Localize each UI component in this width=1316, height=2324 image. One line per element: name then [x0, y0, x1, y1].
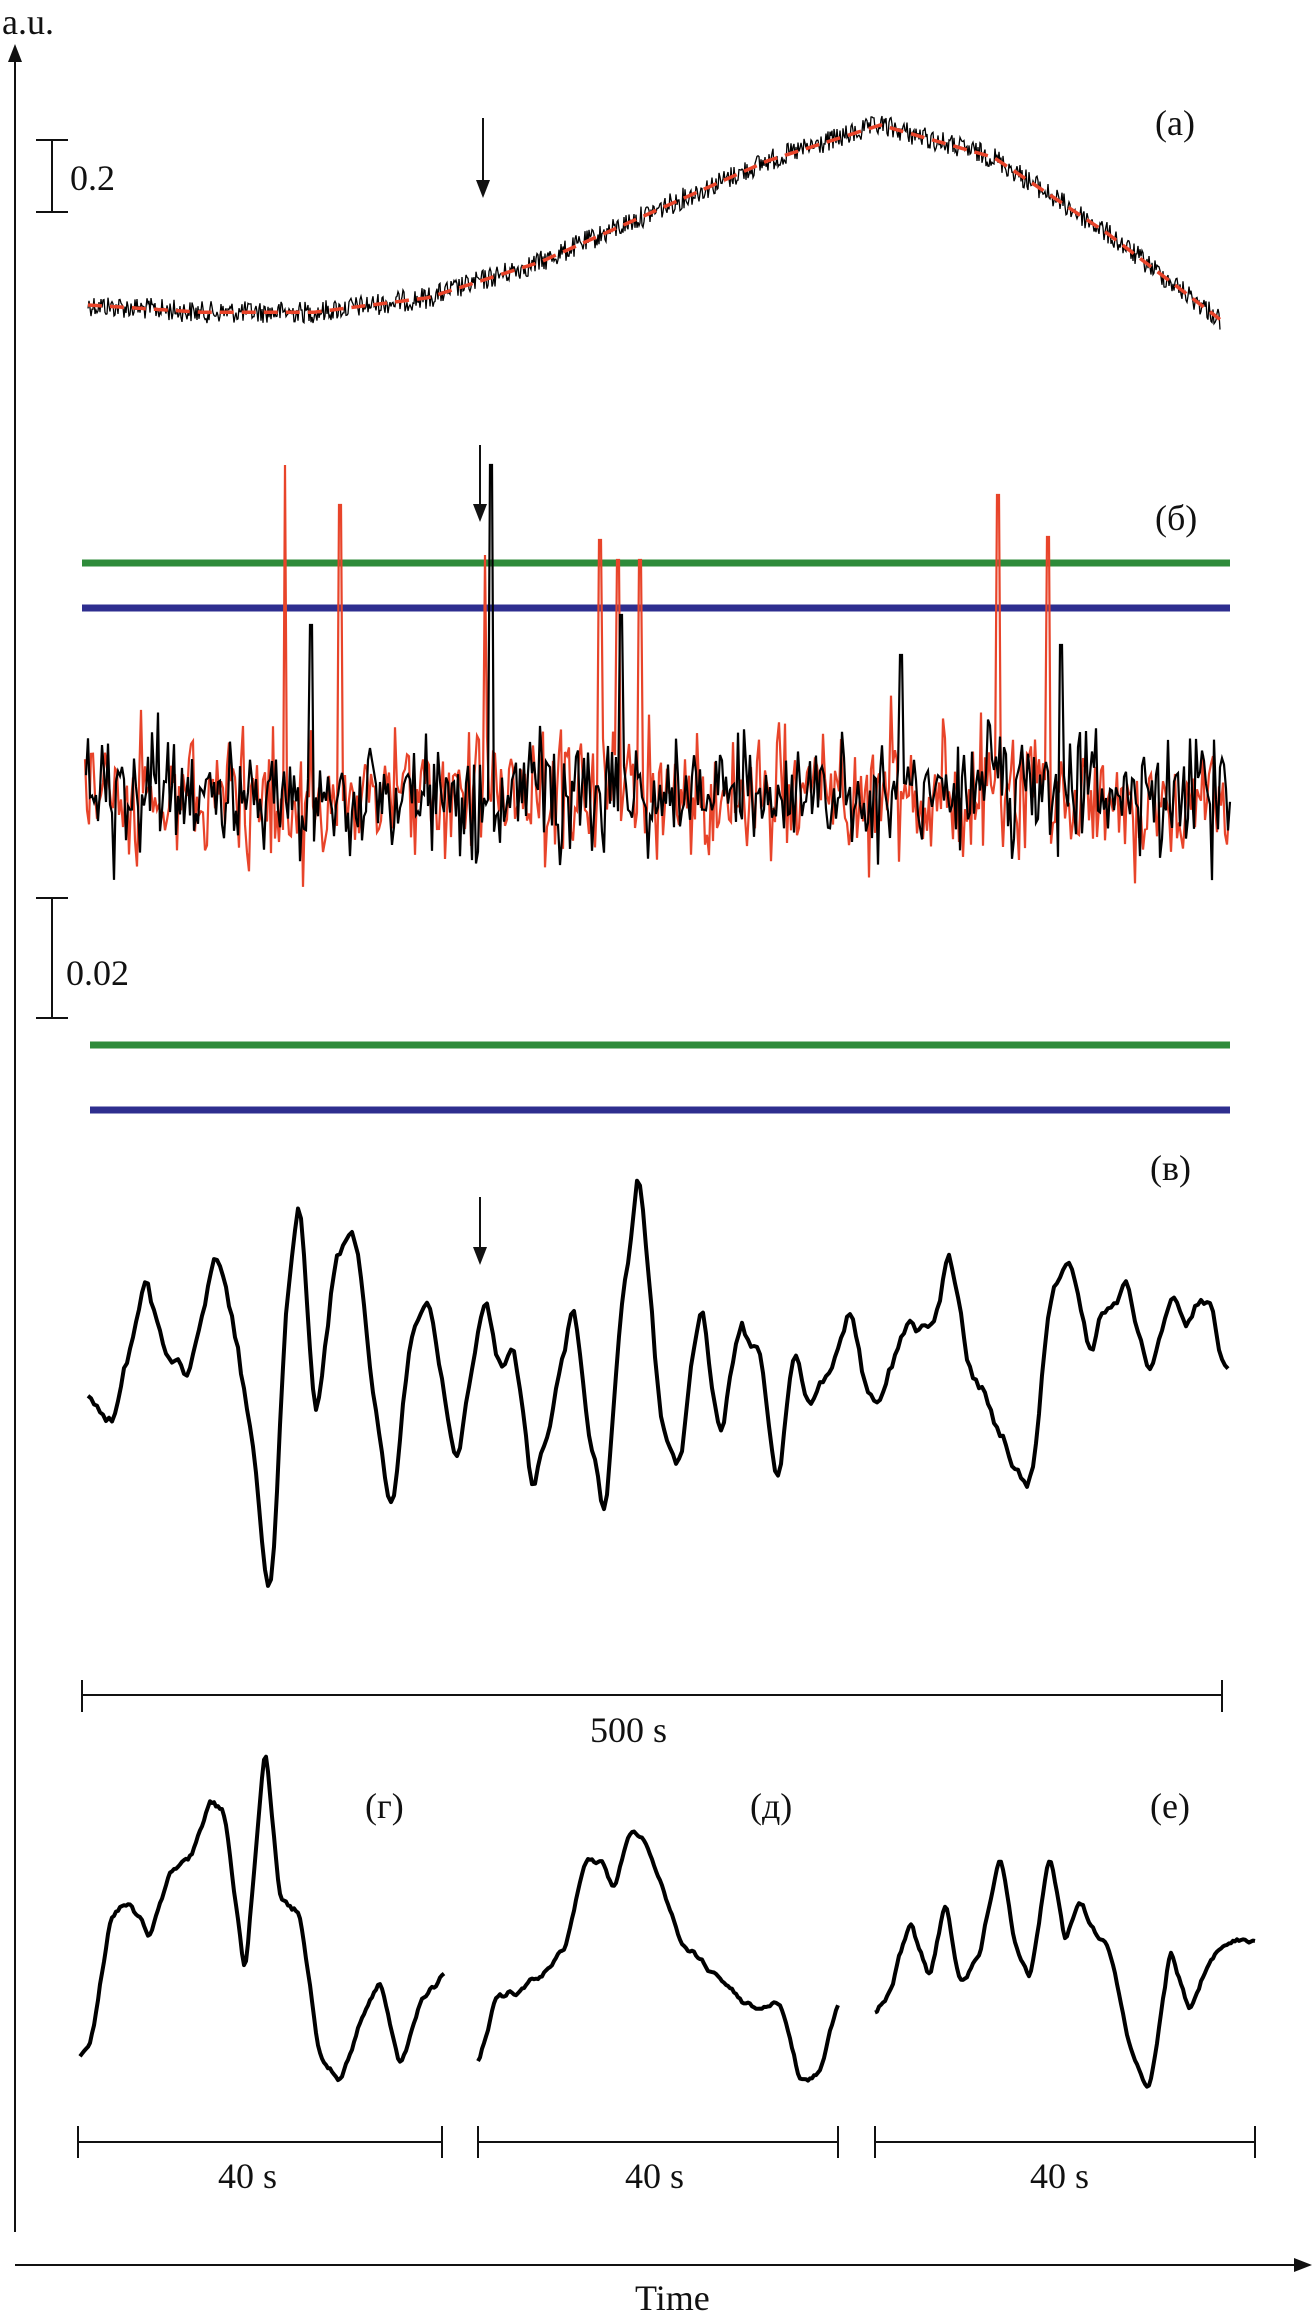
- panel-b-black-trace: [84, 463, 1232, 881]
- panel-a-scale-bar: 0.2: [36, 139, 115, 213]
- panel-a-fit-curve: [87, 123, 1222, 321]
- panel-c: (в): [86, 1148, 1230, 1588]
- panel-b-arrow: [473, 445, 487, 522]
- panel-b-scale-bar: 0.02: [36, 897, 129, 1019]
- panel-b: (б) 0.02: [36, 445, 1232, 1114]
- time-bar-500s-label: 500 s: [590, 1710, 667, 1750]
- time-bar-40s-3: 40 s: [874, 2126, 1256, 2196]
- panel-a: (а) 0.2: [36, 103, 1222, 330]
- panel-b-red-trace: [83, 464, 1231, 887]
- panel-a-scale-label: 0.2: [70, 158, 115, 198]
- panel-f: (е): [874, 1786, 1256, 2089]
- time-bar-40s-1-label: 40 s: [218, 2156, 277, 2196]
- panel-a-arrow: [476, 118, 490, 198]
- time-bar-40s-3-label: 40 s: [1030, 2156, 1089, 2196]
- panel-c-label: (в): [1150, 1148, 1191, 1188]
- panel-f-label: (е): [1150, 1786, 1190, 1826]
- panel-a-label: (а): [1155, 103, 1195, 143]
- x-axis-label: Time: [635, 2278, 710, 2318]
- time-bar-40s-2: 40 s: [477, 2126, 839, 2196]
- time-bar-40s-2-label: 40 s: [625, 2156, 684, 2196]
- x-axis-arrowhead: [1294, 2258, 1312, 2272]
- panel-b-label: (б): [1155, 498, 1197, 538]
- time-bar-40s-1: 40 s: [77, 2126, 443, 2196]
- panel-e: (д): [476, 1786, 840, 2083]
- panel-d-trace: [78, 1754, 446, 2083]
- panel-f-trace: [874, 1859, 1256, 2089]
- panel-d: (г): [78, 1754, 446, 2083]
- panel-e-trace: [476, 1829, 840, 2083]
- panel-d-label: (г): [365, 1786, 404, 1826]
- panel-b-scale-label: 0.02: [66, 953, 129, 993]
- y-axis-arrowhead: [8, 44, 22, 62]
- panel-c-trace: [86, 1178, 1230, 1588]
- time-bar-500s: 500 s: [81, 1680, 1223, 1750]
- y-axis-label: a.u.: [2, 2, 54, 42]
- panel-c-arrow: [473, 1197, 487, 1265]
- panel-a-noisy-trace: [87, 115, 1221, 330]
- panel-e-label: (д): [750, 1786, 792, 1826]
